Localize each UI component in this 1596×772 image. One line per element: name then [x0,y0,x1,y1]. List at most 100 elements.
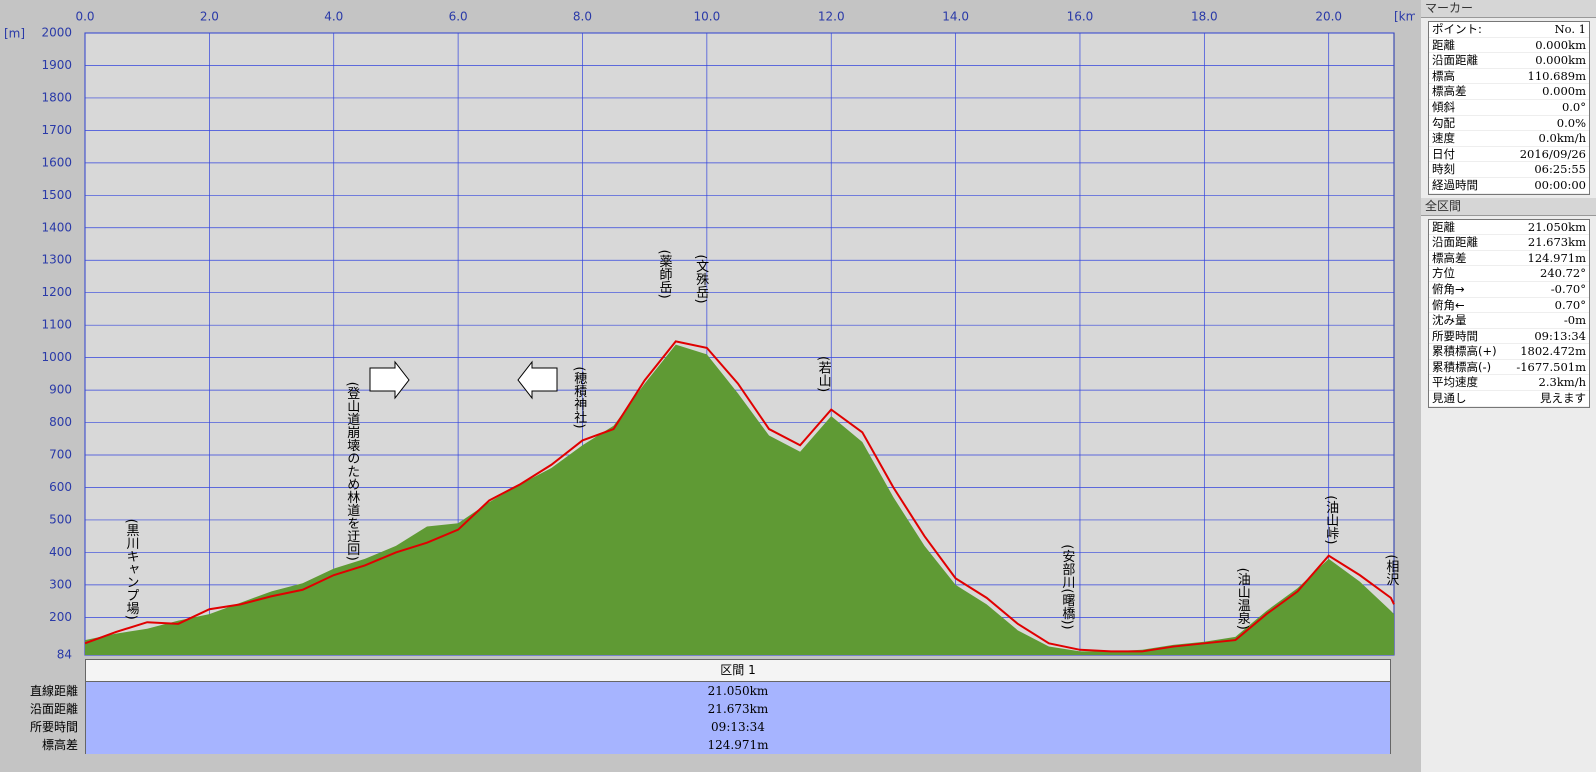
total-row: 距離 21.050km [1429,220,1589,236]
value: -0.70° [1550,281,1586,296]
total-row: 方位 240.72° [1429,266,1589,282]
section-label: 所要時間 [29,720,78,734]
value: 見えます [1540,391,1586,406]
value: 21.673km [1527,235,1586,250]
arrow-right [369,360,410,400]
value: 124.971m [1527,250,1586,265]
value: 0.000m [1542,84,1586,99]
value: No. 1 [1554,22,1586,36]
key: 経過時間 [1432,177,1478,192]
y-tick-label: 1800 [41,90,72,104]
y-axis-label: [m] [4,27,25,41]
x-tick-label: 10.0 [693,10,720,24]
key: 沈み量 [1432,313,1467,328]
key: 俯角→ [1432,281,1465,296]
y-tick-label: 800 [49,415,72,429]
x-tick-label: 6.0 [449,10,468,24]
marker-title: マーカー [1421,0,1596,18]
value: 2016/09/26 [1519,146,1586,161]
key: 時刻 [1432,162,1455,177]
value: -0m [1563,313,1586,328]
annotation: (安部川(曙橋)) [1059,544,1075,629]
marker-row: 日付 2016/09/26 [1429,147,1589,163]
y-tick-label: 500 [49,512,72,526]
x-tick-label: 0.0 [75,10,94,24]
total-row: 沈み量 -0m [1429,313,1589,329]
value: -1677.501m [1516,359,1586,374]
key: ポイント: [1432,22,1482,36]
section-row: 沿面距離 21.673km [30,700,1391,718]
key: 見通し [1432,391,1467,406]
section-row: 所要時間 09:13:34 [30,718,1391,736]
value: 21.050km [1527,219,1586,234]
side-panel: マーカー ポイント: No. 1 距離 0.000km 沿面距離 0.000km 標高 110… [1421,0,1596,772]
y-tick-label: 1500 [41,188,72,202]
value: 09:13:34 [1534,328,1586,343]
key: 平均速度 [1432,375,1478,390]
y-tick-label: 1100 [41,318,72,332]
key: 傾斜 [1432,99,1455,114]
marker-row: 傾斜 0.0° [1429,100,1589,116]
value: 240.72° [1540,266,1586,281]
y-tick-label: 1200 [41,285,72,299]
y-tick-label: 1900 [41,58,72,72]
section-label: 標高差 [41,738,78,752]
key: 沿面距離 [1432,53,1478,68]
arrow-left [517,360,558,400]
key: 標高 [1432,68,1455,83]
y-tick-label: 1300 [41,253,72,267]
total-row: 累積標高(+) 1802.472m [1429,344,1589,360]
total-table: 距離 21.050km 沿面距離 21.673km 標高差 124.971m 方位 240.7… [1428,218,1590,408]
section-label: 直線距離 [29,684,78,698]
section-value: 09:13:34 [711,720,765,734]
x-axis-label: [km] [1394,10,1415,24]
value: 2.3km/h [1538,375,1586,390]
y-tick-label: 400 [49,545,72,559]
marker-row: 時刻 06:25:55 [1429,162,1589,178]
y-tick-label: 1700 [41,123,72,137]
total-row: 累積標高(-) -1677.501m [1429,360,1589,376]
total-row: 俯角→ -0.70° [1429,282,1589,298]
elevation-area [85,344,1394,655]
key: 勾配 [1432,115,1455,130]
key: 沿面距離 [1432,235,1478,250]
section-value: 21.050km [707,684,769,698]
total-row: 所要時間 09:13:34 [1429,329,1589,345]
annotation: (油山峠) [1323,495,1339,544]
total-row: 見通し 見えます [1429,391,1589,407]
total-title: 全区間 [1421,197,1596,216]
x-tick-label: 14.0 [942,10,969,24]
y-tick-label: 900 [49,383,72,397]
total-row: 平均速度 2.3km/h [1429,375,1589,392]
marker-row: 標高 110.689m [1429,69,1589,85]
annotation: (油山温泉) [1235,568,1251,630]
value: 0.000km [1535,53,1586,68]
value: 0.0km/h [1538,131,1586,146]
value: 1802.472m [1520,344,1586,359]
value: 0.000km [1535,37,1586,52]
x-tick-label: 20.0 [1315,10,1342,24]
marker-row: 距離 0.000km [1429,38,1589,54]
marker-table: ポイント: No. 1 距離 0.000km 沿面距離 0.000km 標高 110.689m… [1428,21,1590,195]
annotation: (登山道崩壊のため林道を迂回) [344,382,360,561]
total-row: 標高差 124.971m [1429,251,1589,267]
key: 標高差 [1432,250,1467,265]
track-line [84,340,1395,653]
annotation: (黒川キャンプ場) [124,519,140,620]
annotation: (相沢 [1383,554,1399,586]
section-panel: 区間 1 直線距離 21.050km 沿面距離 21.673km 所要時間 09:13:3… [30,659,1391,754]
marker-row: 経過時間 00:00:00 [1429,178,1589,194]
key: 日付 [1432,146,1455,161]
key: 距離 [1432,37,1455,52]
annotation: (穂積神社) [571,366,587,428]
value: 110.689m [1527,68,1586,83]
annotation: (若山) [816,356,832,392]
y-tick-label: 1600 [41,155,72,169]
marker-row: ポイント: No. 1 [1429,22,1589,38]
marks [84,340,1395,655]
key: 速度 [1432,131,1455,146]
x-tick-label: 12.0 [818,10,845,24]
section-value: 124.971m [707,738,769,752]
section-row: 直線距離 21.050km [30,682,1391,700]
